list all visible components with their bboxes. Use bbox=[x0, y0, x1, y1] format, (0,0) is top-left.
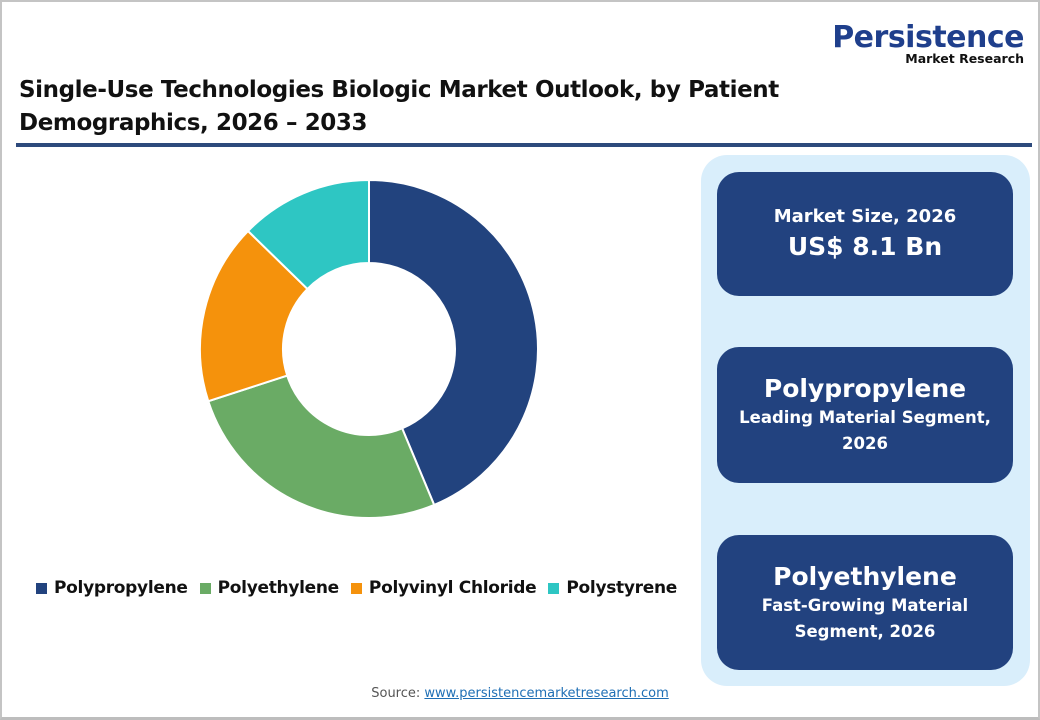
leading-segment-card: Polypropylene Leading Material Segment, … bbox=[717, 347, 1013, 483]
chart-legend: Polypropylene Polyethylene Polyvinyl Chl… bbox=[36, 578, 689, 598]
legend-label: Polyethylene bbox=[217, 578, 340, 598]
legend-swatch bbox=[199, 582, 211, 594]
donut-svg bbox=[199, 178, 539, 519]
card-value: Polyethylene bbox=[773, 561, 957, 591]
legend-item-polyethylene: Polyethylene bbox=[199, 578, 340, 598]
legend-label: Polyvinyl Chloride bbox=[368, 578, 537, 598]
card-label: Fast-Growing Material Segment, 2026 bbox=[761, 595, 969, 641]
legend-item-polystyrene: Polystyrene bbox=[548, 578, 677, 598]
source-link[interactable]: www.persistencemarketresearch.com bbox=[424, 686, 669, 701]
source-label: Source: bbox=[371, 686, 421, 701]
donut-slice-polyethylene bbox=[207, 374, 436, 519]
card-label: Market Size, 2026 bbox=[773, 206, 957, 227]
card-value: Polypropylene bbox=[763, 374, 967, 403]
legend-label: Polystyrene bbox=[566, 578, 678, 598]
fast-growing-segment-card: Polyethylene Fast-Growing Material Segme… bbox=[717, 535, 1013, 670]
legend-swatch bbox=[548, 582, 560, 594]
donut-slice-polypropylene bbox=[368, 178, 539, 507]
card-label: Leading Material Segment, 2026 bbox=[739, 408, 991, 453]
legend-swatch bbox=[36, 582, 47, 594]
market-size-card: Market Size, 2026 US$ 8.1 Bn bbox=[717, 172, 1013, 296]
source-footer: Source: www.persistencemarketresearch.co… bbox=[0, 686, 1040, 701]
donut-slice-polystyrene bbox=[246, 178, 370, 291]
chart-title: Single-Use Technologies Biologic Market … bbox=[19, 77, 779, 136]
logo-subtitle: Market Research bbox=[905, 51, 1024, 66]
highlights-panel: Market Size, 2026 US$ 8.1 Bn Polypropyle… bbox=[701, 155, 1030, 686]
donut-chart bbox=[190, 170, 550, 530]
legend-item-polypropylene: Polypropylene bbox=[36, 578, 188, 598]
legend-item-polyvinyl-chloride: Polyvinyl Chloride bbox=[350, 578, 537, 598]
legend-swatch bbox=[350, 582, 362, 594]
brand-logo: Persistence Market Research bbox=[832, 22, 1024, 65]
logo-name: Persistence bbox=[832, 20, 1024, 55]
legend-label: Polypropylene bbox=[54, 578, 188, 598]
card-value: US$ 8.1 Bn bbox=[787, 232, 943, 261]
title-divider bbox=[16, 143, 1032, 147]
